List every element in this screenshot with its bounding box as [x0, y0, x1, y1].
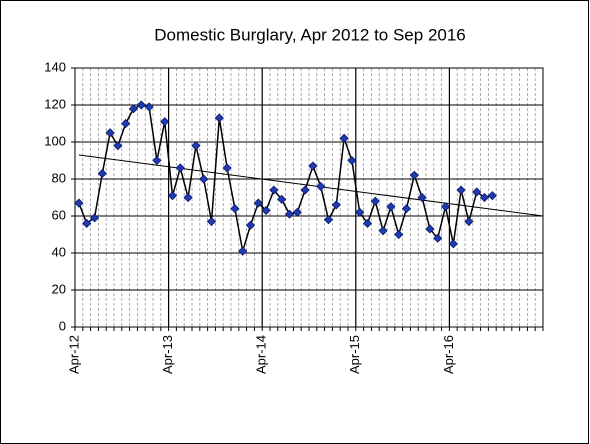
data-marker [183, 192, 193, 203]
data-marker [144, 102, 154, 112]
data-marker [370, 196, 380, 206]
data-marker [277, 194, 287, 204]
data-marker [362, 218, 373, 228]
data-marker [323, 215, 334, 225]
data-marker [425, 224, 435, 234]
data-marker [206, 216, 217, 227]
data-marker [105, 128, 115, 138]
data-marker [347, 155, 357, 166]
data-marker [339, 133, 349, 143]
data-marker [331, 200, 341, 210]
data-marker [308, 161, 318, 171]
data-marker [269, 185, 279, 195]
x-tick-label: Apr-15 [347, 335, 362, 374]
data-marker [199, 174, 209, 184]
y-tick-label: 0 [59, 318, 66, 333]
x-tick-label: Apr-16 [441, 335, 456, 374]
y-tick-label: 100 [44, 133, 66, 148]
data-marker [74, 198, 84, 208]
data-marker [238, 246, 248, 256]
data-marker [479, 192, 490, 203]
y-tick-label: 140 [44, 59, 66, 74]
data-marker [300, 185, 310, 195]
data-marker [253, 198, 263, 208]
data-marker [261, 205, 271, 216]
y-tick-label: 120 [44, 96, 66, 111]
data-marker [175, 163, 185, 173]
data-marker [355, 207, 365, 217]
data-marker [191, 141, 201, 151]
data-marker [284, 209, 295, 219]
data-marker [316, 181, 326, 191]
y-tick-label: 60 [52, 207, 66, 222]
data-marker [433, 233, 443, 243]
data-marker [152, 155, 162, 166]
data-marker [464, 216, 474, 227]
data-marker [386, 202, 396, 212]
data-marker [113, 141, 123, 151]
data-marker [456, 185, 466, 195]
data-marker [160, 117, 170, 127]
data-marker [292, 207, 302, 217]
x-tick-label: Apr-12 [66, 335, 81, 374]
y-tick-label: 40 [52, 244, 66, 259]
data-marker [409, 170, 419, 180]
data-marker [82, 218, 92, 228]
data-marker [448, 239, 458, 249]
data-marker [222, 163, 232, 173]
chart-title: Domestic Burglary, Apr 2012 to Sep 2016 [154, 25, 466, 44]
data-marker [214, 113, 224, 123]
data-marker [417, 192, 427, 203]
data-marker [128, 104, 139, 114]
data-marker [121, 118, 131, 129]
data-marker [136, 100, 146, 110]
data-marker [89, 213, 100, 223]
x-tick-label: Apr-14 [254, 335, 269, 374]
data-marker [394, 229, 404, 240]
data-marker [97, 168, 107, 179]
y-tick-label: 20 [52, 281, 66, 296]
data-marker [401, 204, 412, 214]
y-tick-label: 80 [52, 170, 66, 185]
data-marker [487, 191, 497, 201]
data-marker [440, 202, 451, 212]
data-marker [378, 226, 388, 236]
data-marker [167, 191, 178, 201]
x-tick-label: Apr-13 [160, 335, 175, 374]
data-marker [245, 220, 256, 230]
data-marker [472, 187, 482, 197]
data-marker [230, 204, 240, 214]
